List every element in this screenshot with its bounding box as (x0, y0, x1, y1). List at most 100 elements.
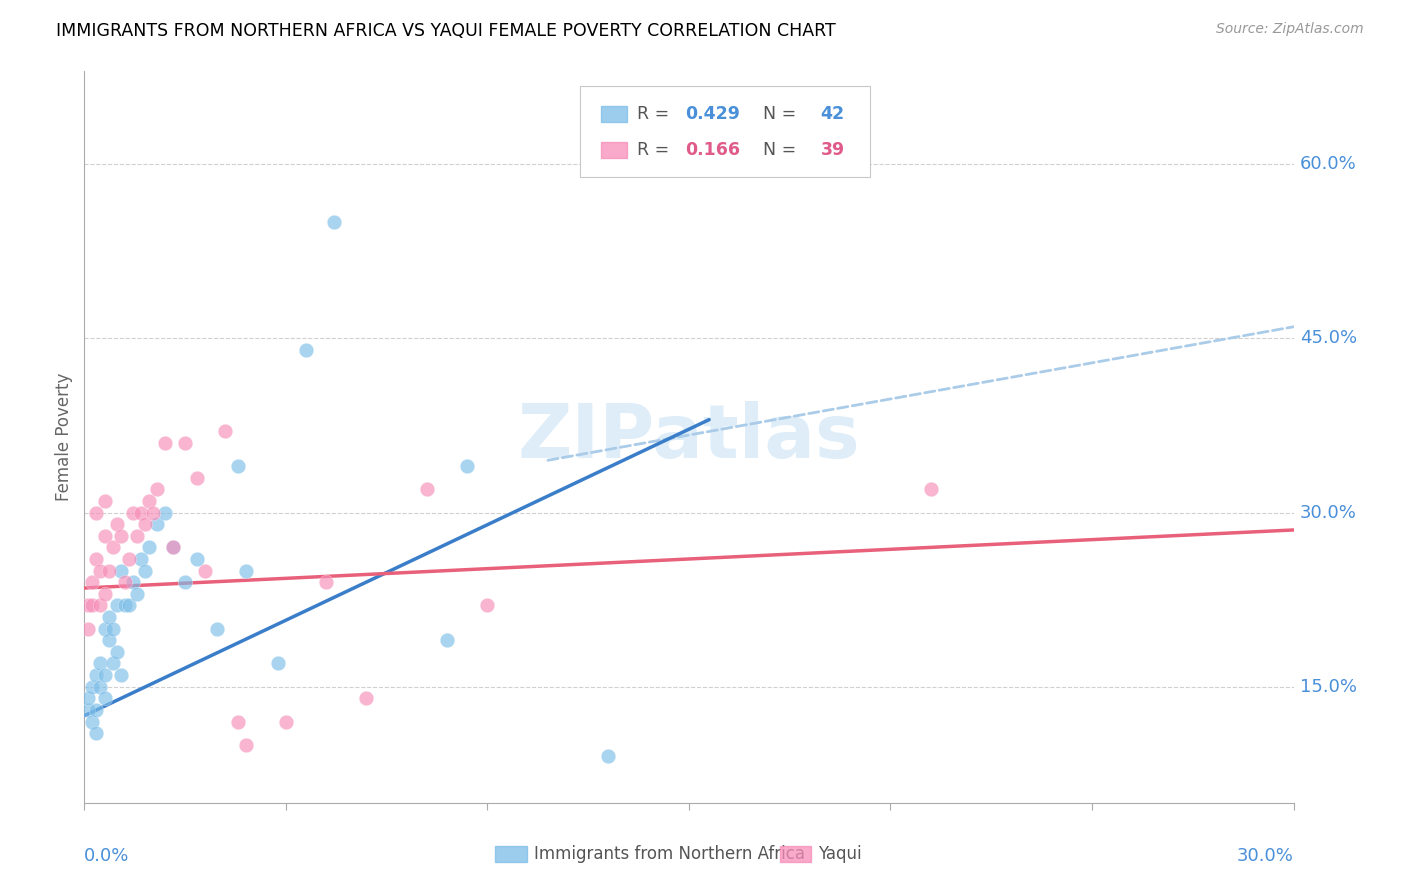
Point (114, 575, 136, 590)
Point (416, 483, 439, 497)
Point (105, 645, 128, 659)
Point (456, 459, 478, 474)
Point (97, 564, 120, 578)
Point (93, 691, 115, 706)
Y-axis label: Female Poverty: Female Poverty (55, 373, 73, 501)
Point (235, 738, 257, 752)
Point (105, 517, 128, 532)
Text: 15.0%: 15.0% (1299, 678, 1357, 696)
Point (89, 564, 111, 578)
Point (101, 622, 124, 636)
Bar (600, 106, 627, 122)
Point (125, 587, 148, 601)
Text: 0.0%: 0.0% (84, 847, 129, 864)
Point (105, 599, 128, 613)
Text: Immigrants from Northern Africa: Immigrants from Northern Africa (534, 845, 806, 863)
Point (89, 657, 111, 671)
Point (86, 726, 108, 740)
Point (86, 506, 108, 520)
Text: Source: ZipAtlas.com: Source: ZipAtlas.com (1216, 22, 1364, 37)
Point (323, 215, 346, 229)
Point (82, 680, 104, 694)
Point (134, 564, 156, 578)
Point (174, 436, 197, 450)
Point (110, 529, 132, 543)
Point (93, 587, 115, 601)
Text: R =: R = (637, 141, 675, 159)
Text: ZIPatlas: ZIPatlas (517, 401, 860, 474)
Text: 60.0%: 60.0% (1299, 155, 1357, 173)
Point (658, 122, 681, 136)
Point (77, 691, 100, 706)
Point (118, 552, 141, 566)
Point (356, 691, 378, 706)
Point (77, 703, 100, 717)
Point (207, 622, 229, 636)
Bar (495, 846, 527, 862)
Bar (600, 142, 627, 158)
Text: 39: 39 (821, 141, 845, 159)
Point (235, 564, 257, 578)
Point (153, 436, 176, 450)
Text: 42: 42 (821, 104, 845, 123)
Point (110, 564, 132, 578)
Point (436, 633, 458, 648)
Point (134, 517, 156, 532)
Point (146, 483, 169, 497)
Point (186, 471, 208, 485)
Text: 45.0%: 45.0% (1299, 329, 1357, 347)
Point (110, 668, 132, 682)
Point (129, 506, 152, 520)
Point (194, 564, 217, 578)
Text: 30.0%: 30.0% (1299, 504, 1357, 522)
Point (118, 599, 141, 613)
Point (153, 506, 176, 520)
Point (89, 680, 111, 694)
Point (93, 529, 115, 543)
Text: 30.0%: 30.0% (1237, 847, 1294, 864)
Point (274, 714, 297, 729)
Point (129, 552, 152, 566)
Text: R =: R = (637, 104, 675, 123)
Point (125, 529, 148, 543)
Point (162, 541, 184, 555)
Point (89, 599, 111, 613)
Point (146, 517, 169, 532)
Point (86, 703, 108, 717)
Point (101, 657, 124, 671)
Point (86, 668, 108, 682)
Point (186, 552, 208, 566)
Bar (779, 846, 811, 862)
Point (598, 749, 620, 764)
Text: IMMIGRANTS FROM NORTHERN AFRICA VS YAQUI FEMALE POVERTY CORRELATION CHART: IMMIGRANTS FROM NORTHERN AFRICA VS YAQUI… (56, 22, 837, 40)
Point (295, 343, 318, 357)
Point (121, 575, 143, 590)
Point (920, 483, 942, 497)
Point (93, 622, 115, 636)
Point (315, 575, 337, 590)
Point (214, 424, 236, 438)
Point (82, 575, 104, 590)
Point (86, 552, 108, 566)
Text: N =: N = (752, 104, 801, 123)
Point (477, 599, 499, 613)
Point (93, 494, 115, 508)
Point (77, 599, 100, 613)
Point (226, 714, 249, 729)
Point (267, 657, 290, 671)
Point (138, 494, 160, 508)
Text: 0.429: 0.429 (685, 104, 740, 123)
Point (162, 541, 184, 555)
Text: N =: N = (752, 141, 801, 159)
Point (226, 459, 249, 474)
FancyBboxPatch shape (581, 86, 870, 178)
Point (93, 668, 115, 682)
Point (97, 633, 120, 648)
Text: 0.166: 0.166 (685, 141, 741, 159)
Point (82, 599, 104, 613)
Point (114, 599, 136, 613)
Point (142, 506, 165, 520)
Point (97, 610, 120, 624)
Point (77, 622, 100, 636)
Point (82, 714, 104, 729)
